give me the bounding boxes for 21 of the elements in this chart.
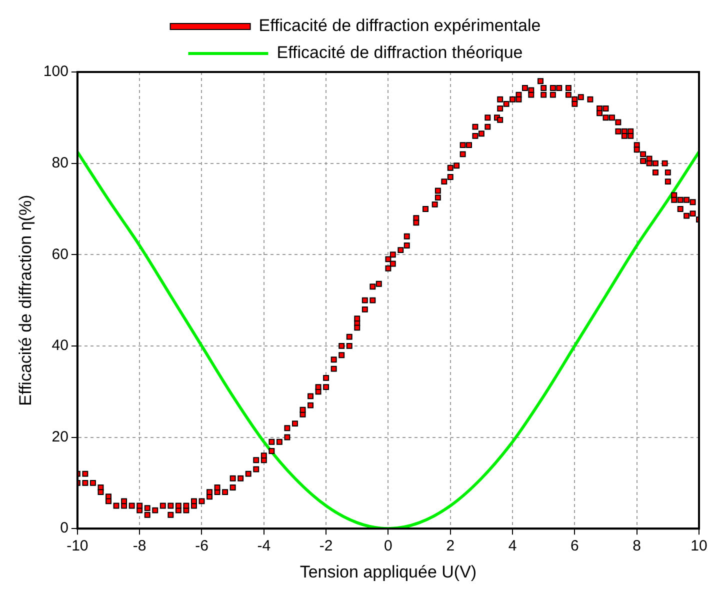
y-tick-label: 40 bbox=[52, 337, 68, 354]
y-axis-title: Efficacité de diffraction η(%) bbox=[16, 194, 35, 406]
x-tick-label: 2 bbox=[446, 538, 455, 555]
legend-label: Efficacité de diffraction expérimentale bbox=[258, 16, 541, 36]
x-tick-label: -8 bbox=[132, 538, 146, 555]
y-tick-label: 0 bbox=[60, 520, 68, 537]
x-tick-label: 10 bbox=[690, 538, 708, 555]
y-tick-label: 80 bbox=[52, 154, 68, 172]
x-tick-label: -10 bbox=[66, 538, 88, 555]
y-tick-label: 100 bbox=[43, 63, 68, 80]
y-tick-label: 20 bbox=[52, 428, 68, 446]
x-tick-label: 0 bbox=[384, 538, 392, 555]
x-tick-label: -6 bbox=[195, 538, 208, 555]
x-tick-label: 8 bbox=[632, 538, 642, 555]
x-tick-label: -4 bbox=[257, 538, 271, 555]
x-axis-title: Tension appliquée U(V) bbox=[300, 562, 477, 582]
x-tick-label: 4 bbox=[508, 538, 517, 555]
y-tick-label: 60 bbox=[52, 246, 68, 263]
legend-label: Efficacité de diffraction théorique bbox=[276, 43, 523, 62]
x-tick-label: -2 bbox=[319, 538, 333, 555]
x-tick-label: 6 bbox=[570, 538, 579, 555]
